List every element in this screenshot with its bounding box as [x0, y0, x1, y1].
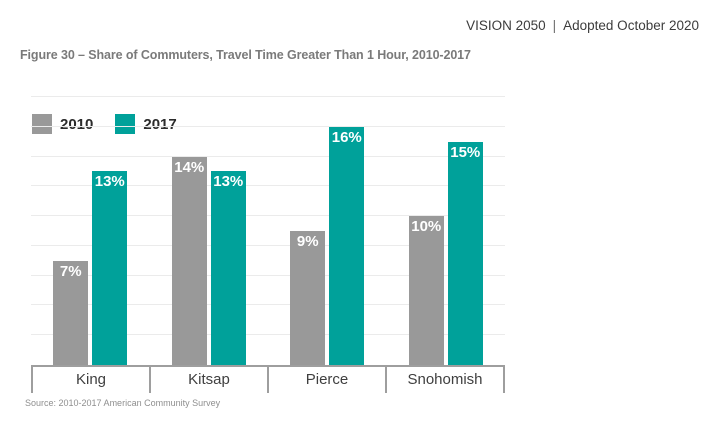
- x-label-king: King: [31, 367, 151, 393]
- legend-label-2010: 2010: [60, 115, 94, 133]
- bar-value-label: 13%: [94, 173, 125, 191]
- legend: 2010 2017: [32, 114, 177, 134]
- plot-area: 2010 2017 7% 13% 14% 13% 9% 16% 10% 15%: [31, 96, 505, 367]
- bar-kitsap-2010: 14%: [171, 156, 207, 365]
- gridline-18: [31, 96, 505, 97]
- x-axis: King Kitsap Pierce Snohomish: [31, 367, 505, 393]
- source-note: Source: 2010-2017 American Community Sur…: [25, 398, 221, 408]
- bar-kitsap-2017: 13%: [210, 171, 246, 365]
- legend-swatch-2017: [115, 114, 136, 134]
- legend-swatch-2010: [32, 114, 52, 134]
- gridline-8: [31, 244, 505, 246]
- bar-value-label: 7%: [59, 262, 82, 280]
- header-separator: |: [552, 18, 557, 33]
- header-brand: VISION 2050: [466, 18, 546, 33]
- legend-item-2017: 2017: [115, 114, 177, 134]
- gridline-2: [31, 334, 505, 336]
- gridline-4: [31, 304, 505, 306]
- gridline-14: [31, 155, 505, 157]
- bar-pierce-2017: 16%: [329, 126, 365, 365]
- legend-item-2010: 2010: [32, 114, 93, 134]
- gridline-10: [31, 215, 505, 217]
- figure-title: Figure 30 – Share of Commuters, Travel T…: [20, 48, 471, 62]
- bar-king-2017: 13%: [92, 171, 128, 365]
- bar-value-label: 9%: [296, 233, 319, 250]
- bar-value-label: 10%: [411, 218, 442, 236]
- bar-king-2010: 7%: [53, 260, 89, 365]
- bar-chart: 2010 2017 7% 13% 14% 13% 9% 16% 10% 15% King Kits…: [31, 96, 505, 393]
- x-label-snohomish: Snohomish: [387, 367, 505, 393]
- bar-value-label: 16%: [331, 128, 362, 146]
- bar-value-label: 13%: [213, 173, 244, 191]
- gridline-6: [31, 274, 505, 276]
- bar-value-label: 14%: [174, 158, 205, 176]
- gridline-12: [31, 185, 505, 187]
- legend-label-2017: 2017: [143, 115, 177, 133]
- bar-value-label: 15%: [450, 143, 481, 161]
- x-label-kitsap: Kitsap: [151, 367, 269, 393]
- bar-snohomish-2010: 10%: [408, 216, 444, 365]
- gridline-16: [31, 125, 505, 127]
- bar-pierce-2010: 9%: [290, 231, 326, 365]
- header-subtitle: Adopted October 2020: [563, 18, 699, 33]
- x-label-pierce: Pierce: [269, 367, 387, 393]
- bar-snohomish-2017: 15%: [447, 141, 483, 365]
- document-header: VISION 2050 | Adopted October 2020: [466, 18, 699, 33]
